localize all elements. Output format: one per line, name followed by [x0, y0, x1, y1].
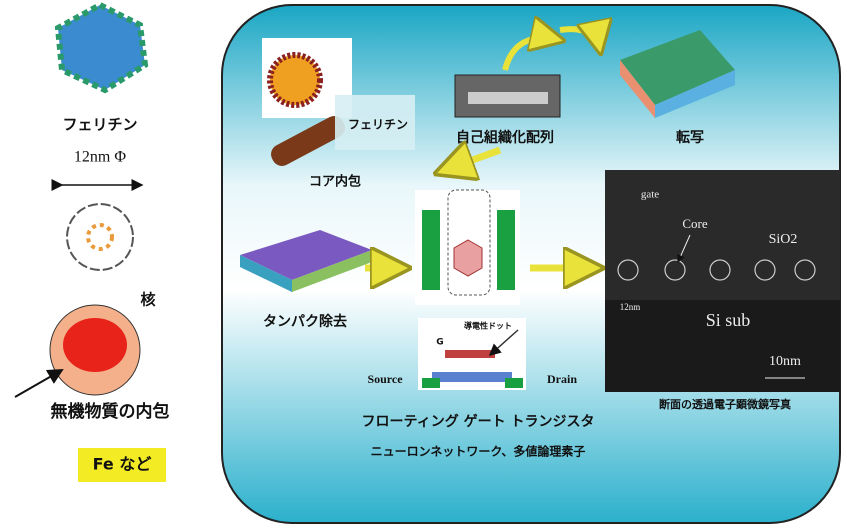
core — [63, 318, 127, 372]
arrow — [502, 38, 560, 71]
arrow — [677, 234, 691, 263]
label: Core — [682, 216, 708, 231]
label: 12nm — [620, 302, 641, 312]
label: 無機物質の内包 — [51, 401, 170, 422]
array-side — [655, 70, 735, 118]
tem-dot — [709, 259, 731, 281]
label: SiO2 — [769, 232, 798, 247]
dot-array — [453, 239, 483, 277]
overlay — [335, 95, 415, 150]
core-particle — [267, 52, 323, 108]
label: フローティング ゲート トランジスタ — [362, 413, 595, 430]
arrow — [14, 369, 64, 398]
label: G — [436, 338, 443, 348]
label: Fe など — [93, 455, 152, 474]
label: フェリチン — [62, 116, 137, 134]
tem-dot — [754, 259, 776, 281]
label: コア内包 — [309, 174, 361, 190]
rod — [271, 116, 345, 166]
label: 導電性ドット — [464, 321, 512, 331]
trench — [468, 92, 548, 104]
tem-dot — [794, 259, 816, 281]
left-column: フェリチン 12nm Φ 核 無機物質の内包 Fe など — [14, 1, 170, 482]
label: 12nm Φ — [74, 149, 126, 166]
label: Drain — [547, 372, 577, 386]
tem-dot — [617, 259, 639, 281]
electrode — [422, 210, 440, 290]
plate — [240, 230, 372, 280]
arrow — [488, 329, 519, 356]
tem-dot — [664, 259, 686, 281]
array — [620, 30, 735, 105]
label: 核 — [140, 291, 155, 309]
label: タンパク除去 — [263, 313, 347, 330]
tem-substrate — [605, 300, 840, 392]
gate-outline — [447, 189, 491, 296]
source-region — [422, 378, 440, 388]
label: gate — [641, 189, 659, 201]
label: ニューロンネットワーク、多値論理素子 — [371, 444, 586, 459]
plate-side — [240, 255, 292, 292]
cage-icon — [66, 203, 134, 271]
label: フェリチン — [348, 118, 408, 132]
label: 10nm — [769, 354, 801, 369]
label: 自己組織化配列 — [456, 129, 554, 146]
panel-content: フェリチン コア内包 自己組織化配列 転写 タンパク除去 gate Core — [240, 29, 840, 459]
label: Source — [367, 372, 403, 386]
electrode — [497, 210, 515, 290]
tem-dots — [617, 259, 816, 281]
channel — [432, 372, 512, 382]
arrow — [559, 29, 600, 50]
fe-box — [78, 448, 166, 482]
array-side — [620, 60, 655, 118]
label: 転写 — [676, 129, 704, 146]
label: Si sub — [706, 310, 751, 330]
ferritin-icon — [54, 1, 149, 94]
gate — [445, 350, 495, 358]
plate-side — [292, 250, 372, 292]
arrow — [440, 150, 502, 172]
cage-core — [86, 223, 114, 251]
label: 断面の透過電子顕微鏡写真 — [659, 397, 791, 411]
drain-region — [505, 378, 523, 388]
